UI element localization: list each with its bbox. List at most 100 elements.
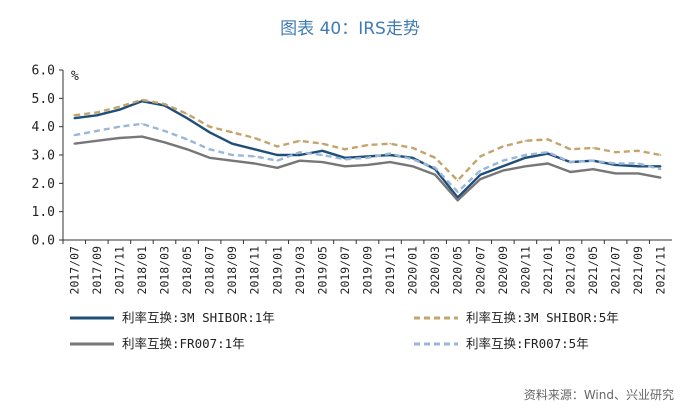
x-tick-label: 2018/05 [180,246,194,294]
x-tick-label: 2019/11 [383,246,397,295]
series-2-point [614,151,617,153]
series-1-point [659,165,662,168]
legend-label-1: 利率互换:3M SHIBOR:1年 [122,310,275,325]
series-3-point [208,157,211,159]
series-3-point [592,168,594,170]
x-tick-label: 2018/01 [135,246,149,295]
series-3-point [659,176,662,179]
series-4-point [118,125,121,128]
series-2-point [434,157,436,159]
series-2-point [637,149,639,152]
series-1-point [96,114,98,117]
series-3-point [524,165,527,168]
series-4-point [299,151,301,153]
series-3-point [344,165,346,168]
x-tick-label: 2019/01 [270,246,284,295]
series-4-point [344,158,346,161]
series-1-point [502,165,504,168]
series-4-point [163,130,166,132]
series-3-point [299,159,301,162]
series-3-point [479,178,482,180]
series-3-point [434,174,436,176]
y-tick-label: 0.0 [32,234,55,249]
series-3-point [73,142,76,145]
series-2-point [502,145,504,148]
source-note: 资料来源：Wind、兴业研究 [523,388,674,402]
series-2-point [276,145,279,148]
series-4-point [253,155,256,158]
series-3-point [231,159,233,162]
y-axis: 0.0 1.0 2.0 3.0 4.0 5.0 6.0% [32,64,79,249]
series-2-point [344,148,346,151]
series-3-point [637,172,639,175]
series-3-point [389,161,391,163]
series-1-point [299,154,301,156]
x-tick-label: 2020/09 [496,246,510,295]
series-3-point [366,164,369,166]
series-2-point [118,106,121,108]
x-tick-label: 2021/03 [564,246,578,295]
series-2-point [253,137,256,139]
series-3-point [569,171,572,173]
series-1-point [186,117,188,119]
x-tick-label: 2018/09 [225,246,239,295]
series-3-point [96,140,98,142]
x-tick-label: 2019/09 [361,246,375,295]
legend-label-3: 利率互换:FR007:1年 [122,336,245,351]
series-4-point [434,166,436,169]
x-tick-label: 2021/05 [586,246,600,294]
x-tick-label: 2018/07 [203,246,217,295]
series-2-point [456,179,459,182]
series-2-point [321,142,324,145]
legend-label-4: 利率互换:FR007:5年 [466,336,589,351]
legend-label-2: 利率互换:3M SHIBOR:5年 [466,310,619,325]
x-tick-label: 2020/11 [518,246,532,295]
series-4-point [659,168,662,170]
series-2-point [96,111,98,114]
series-4-point [502,159,504,162]
series-2-point [141,98,143,101]
series-4-point [592,159,594,162]
x-tick-label: 2017/07 [67,246,81,295]
x-tick-label: 2021/11 [654,246,668,295]
x-tick-label: 2019/05 [315,246,329,294]
series-1-point [637,165,639,168]
x-tick-label: 2020/03 [428,246,442,295]
y-tick-label: 5.0 [32,92,55,107]
series-3-point [614,172,617,175]
series-4-point [366,157,369,159]
series-2-point [389,142,391,145]
series-3-point [321,161,324,163]
series-3-point [456,199,459,202]
series-line-1 [74,99,661,199]
series-4-point [73,134,76,136]
series-2-point [163,103,166,105]
series-3-point [502,169,504,172]
series-1-point [614,164,617,166]
x-tick-label: 2017/11 [112,246,126,295]
y-tick-label: 1.0 [32,205,55,220]
x-tick-label: 2018/03 [158,246,172,295]
series-2-point [208,125,211,128]
x-tick-label: 2018/11 [248,246,262,295]
series-3-point [141,135,143,138]
series-2-point [299,140,301,142]
series-lines [73,98,662,202]
series-2-point [479,155,482,158]
series-2-point [524,140,527,142]
series-2-point [366,144,369,146]
chart-title: 图表 40：IRS走势 [280,19,420,39]
series-2-point [411,147,414,149]
series-1-point [73,117,76,119]
series-2-point [73,114,76,117]
series-4-point [479,169,482,172]
x-axis: 2017/07 2017/09 2017/11 2018/01 2018/03 2018/… [62,239,672,295]
series-2-point [659,154,662,156]
y-tick-label: 6.0 [32,64,55,79]
series-3-point [163,141,166,144]
series-1-point [118,108,121,111]
series-4-point [141,123,143,125]
series-3-point [411,165,414,168]
series-4-point [321,154,324,156]
